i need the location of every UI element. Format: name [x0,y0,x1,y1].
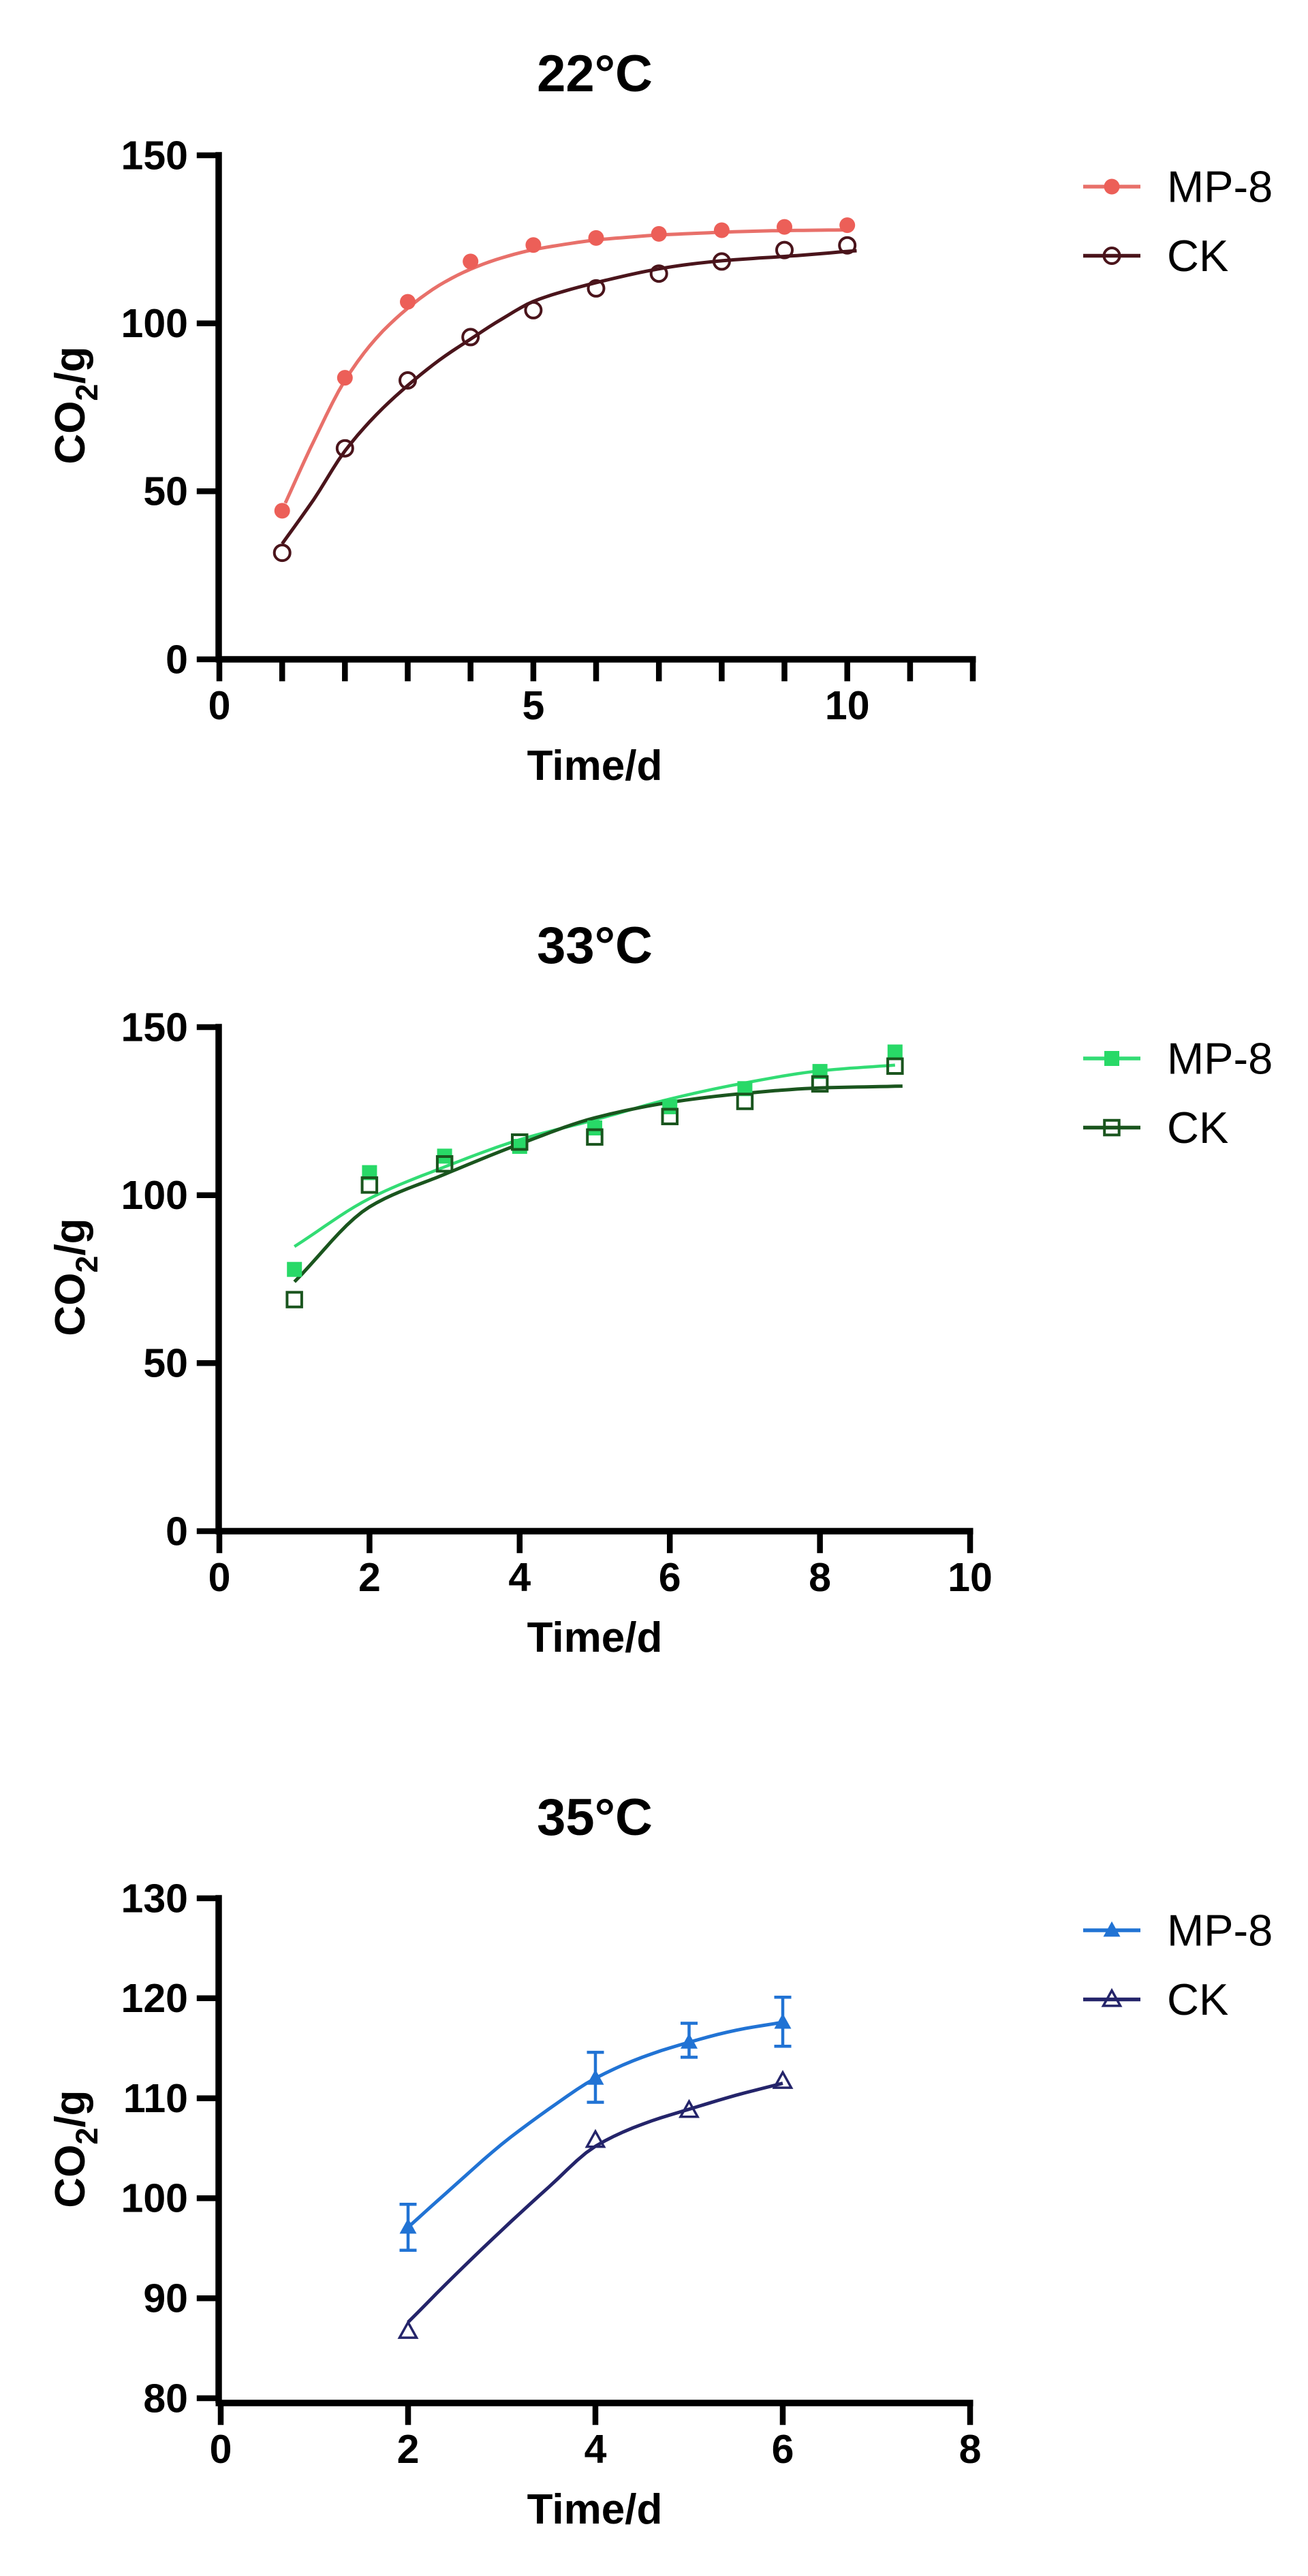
svg-text:80: 80 [143,2376,188,2421]
svg-text:22°C: 22°C [537,45,653,103]
svg-text:8: 8 [959,2427,982,2472]
svg-text:130: 130 [121,1876,188,1921]
svg-text:0: 0 [208,1555,231,1600]
svg-text:0: 0 [166,637,188,682]
svg-text:MP-8: MP-8 [1167,1906,1273,1955]
svg-text:MP-8: MP-8 [1167,162,1273,212]
svg-text:33°C: 33°C [537,917,653,975]
svg-text:50: 50 [143,469,188,514]
svg-text:Time/d: Time/d [527,742,663,789]
svg-text:4: 4 [585,2427,607,2472]
svg-text:0: 0 [208,683,231,728]
svg-text:35°C: 35°C [537,1789,653,1847]
svg-text:110: 110 [123,2076,188,2121]
svg-text:5: 5 [522,683,544,728]
svg-text:6: 6 [659,1555,681,1600]
svg-text:4: 4 [508,1555,531,1600]
svg-text:2: 2 [358,1555,381,1600]
svg-text:100: 100 [121,301,188,346]
svg-text:150: 150 [121,1005,188,1050]
svg-text:0: 0 [210,2427,232,2472]
svg-text:10: 10 [948,1555,993,1600]
svg-text:CK: CK [1167,1103,1228,1152]
svg-text:Time/d: Time/d [527,1614,663,1661]
svg-text:100: 100 [121,1173,188,1218]
svg-text:50: 50 [143,1341,188,1386]
svg-text:10: 10 [825,683,870,728]
svg-text:CK: CK [1167,1975,1228,2024]
svg-text:0: 0 [166,1509,188,1554]
svg-text:100: 100 [121,2176,188,2221]
svg-text:CK: CK [1167,231,1228,281]
svg-text:8: 8 [809,1555,831,1600]
svg-text:Time/d: Time/d [527,2486,663,2533]
svg-text:90: 90 [143,2276,188,2321]
svg-text:MP-8: MP-8 [1167,1034,1273,1084]
svg-text:150: 150 [121,133,188,178]
svg-text:6: 6 [772,2427,794,2472]
svg-text:2: 2 [397,2427,420,2472]
svg-text:120: 120 [121,1976,188,2021]
